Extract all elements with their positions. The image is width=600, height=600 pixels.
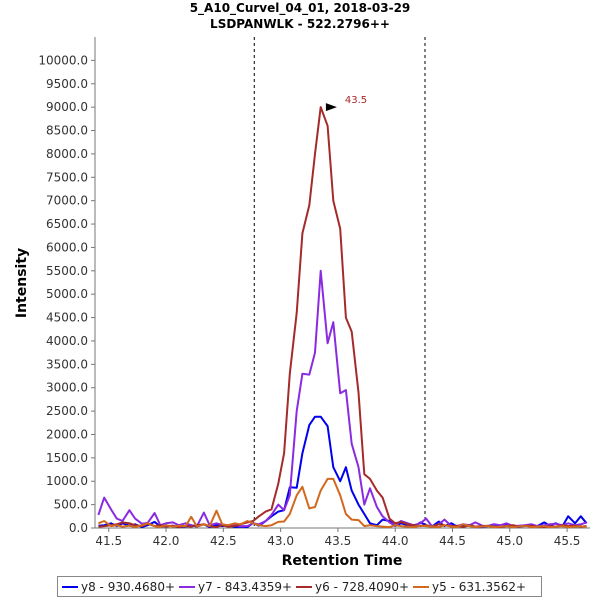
x-tick-label: 43.5: [325, 534, 352, 548]
legend-swatch: [179, 585, 196, 588]
legend-label: y8 - 930.4680+: [81, 579, 176, 594]
legend-swatch: [413, 585, 430, 588]
y-tick-label: 5000.0: [46, 287, 88, 301]
y-tick-label: 9000.0: [46, 100, 88, 114]
chart-legend: y8 - 930.4680+ y7 - 843.4359+ y6 - 728.409…: [57, 576, 542, 597]
y-axis-title: Intensity: [14, 248, 30, 318]
x-tick-label: 45.0: [496, 534, 523, 548]
y-axis-ticks: 0.0 500.0 1000.0 1500.0 2000.0 2500.0 3000.0 35…: [38, 53, 95, 535]
chart-subtitle: LSDPANWLK - 522.2796++: [210, 17, 390, 31]
y-tick-label: 4500.0: [46, 311, 88, 325]
y-tick-label: 10000.0: [38, 53, 88, 67]
y-tick-label: 1000.0: [46, 474, 88, 488]
y-tick-label: 8000.0: [46, 147, 88, 161]
x-tick-label: 41.5: [95, 534, 122, 548]
y-tick-label: 3000.0: [46, 381, 88, 395]
y-tick-label: 5500.0: [46, 264, 88, 278]
x-tick-label: 42.0: [153, 534, 180, 548]
series-lines: [97, 106, 588, 529]
x-tick-label: 44.0: [382, 534, 409, 548]
legend-label: y7 - 843.4359+: [198, 579, 293, 594]
legend-label: y5 - 631.3562+: [432, 579, 527, 594]
x-axis-ticks: 41.5 42.0 42.5 43.0 43.5 44.0 44.5 45.0 45.5: [95, 528, 580, 548]
y-tick-label: 7000.0: [46, 194, 88, 208]
y-tick-label: 6000.0: [46, 240, 88, 254]
series-line-y5: [98, 477, 587, 529]
y-tick-label: 2500.0: [46, 404, 88, 418]
y-tick-label: 7500.0: [46, 170, 88, 184]
y-tick-label: 2000.0: [46, 427, 88, 441]
legend-swatch: [296, 585, 313, 588]
plot-background: [95, 37, 590, 528]
y-tick-label: 8500.0: [46, 124, 88, 138]
x-tick-label: 42.5: [210, 534, 237, 548]
legend-swatch: [62, 585, 78, 588]
legend-item: y5 - 631.3562+: [413, 580, 526, 594]
plot-area: [94, 37, 590, 529]
peak-boundaries: [253, 37, 426, 528]
y-tick-label: 4000.0: [46, 334, 88, 348]
legend-item: y8 - 930.4680+: [62, 580, 175, 594]
x-tick-label: 44.5: [439, 534, 466, 548]
x-tick-label: 45.5: [554, 534, 581, 548]
y-tick-label: 3500.0: [46, 357, 88, 371]
y-tick-label: 9500.0: [46, 77, 88, 91]
y-tick-label: 1500.0: [46, 451, 88, 465]
chart-title: 5_A10_Curvel_04_01, 2018-03-29: [190, 1, 411, 16]
y-tick-label: 500.0: [54, 498, 88, 512]
x-tick-label: 43.0: [267, 534, 294, 548]
legend-item: y7 - 843.4359+: [179, 580, 292, 594]
y-tick-label: 6500.0: [46, 217, 88, 231]
peak-marker-icon: [325, 103, 337, 112]
peak-annotation: 43.5: [325, 95, 367, 112]
x-axis-title: Retention Time: [282, 553, 403, 569]
legend-label: y6 - 728.4090+: [315, 579, 410, 594]
peak-label: 43.5: [345, 95, 367, 106]
legend-item: y6 - 728.4090+: [296, 580, 409, 594]
y-tick-label: 0.0: [69, 521, 88, 535]
